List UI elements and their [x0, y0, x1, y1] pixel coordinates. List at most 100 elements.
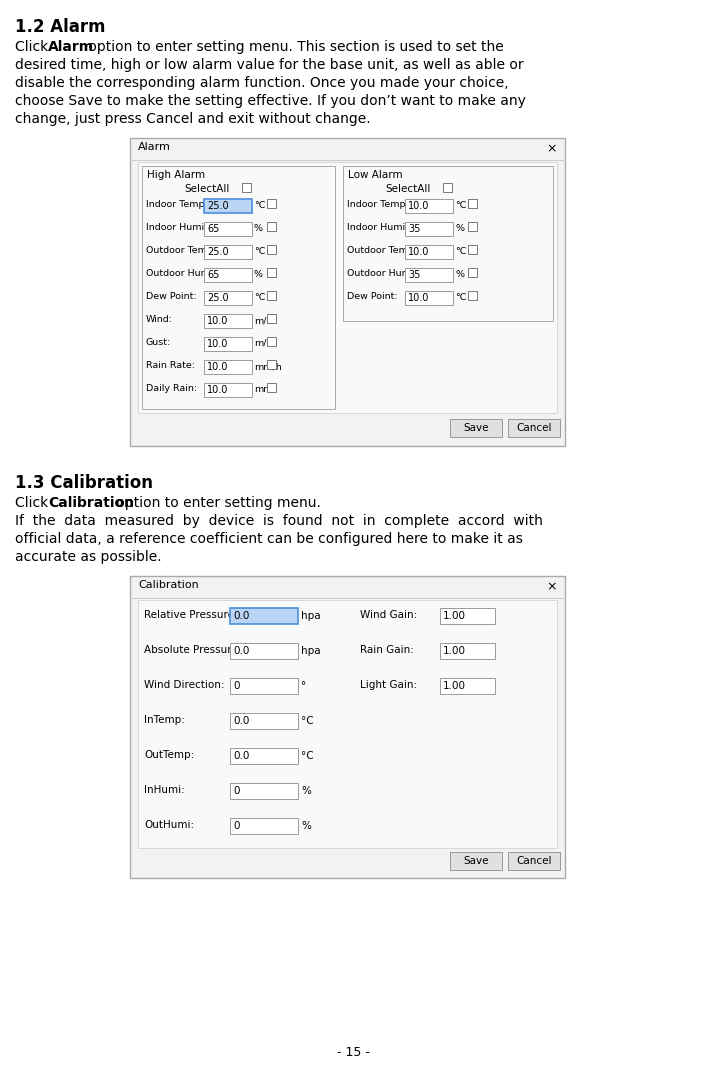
Text: 1.00: 1.00	[443, 611, 466, 620]
Text: °C: °C	[455, 201, 467, 210]
Bar	[142, 166, 335, 409]
Bar	[267, 222, 276, 231]
Text: Outdoor Temp:: Outdoor Temp:	[347, 246, 417, 255]
Text: Cancel: Cancel	[516, 856, 552, 866]
Bar	[267, 360, 276, 369]
Text: °C: °C	[301, 751, 313, 761]
Text: official data, a reference coefficient can be configured here to make it as: official data, a reference coefficient c…	[15, 532, 523, 546]
Bar	[267, 291, 276, 301]
Text: Click: Click	[15, 40, 53, 54]
Text: %: %	[455, 270, 464, 279]
Bar	[230, 713, 298, 729]
Text: If  the  data  measured  by  device  is  found  not  in  complete  accord  with: If the data measured by device is found …	[15, 513, 543, 528]
Bar	[508, 419, 560, 437]
Text: 1.00: 1.00	[443, 646, 466, 656]
Bar	[267, 268, 276, 277]
Text: °C: °C	[254, 246, 265, 256]
Text: Absolute Pressure:: Absolute Pressure:	[144, 645, 241, 655]
Bar	[468, 245, 477, 254]
Text: Alarm: Alarm	[48, 40, 94, 54]
Text: High Alarm: High Alarm	[147, 170, 205, 181]
Text: choose Save to make the setting effective. If you don’t want to make any: choose Save to make the setting effectiv…	[15, 94, 526, 108]
Text: 1.00: 1.00	[443, 681, 466, 691]
Bar	[204, 199, 252, 213]
Text: Low Alarm: Low Alarm	[348, 170, 402, 181]
Bar	[405, 245, 453, 259]
Text: 1.2 Alarm: 1.2 Alarm	[15, 18, 105, 36]
Bar	[405, 291, 453, 305]
Text: m/s: m/s	[254, 339, 272, 348]
Text: Indoor Humi:: Indoor Humi:	[146, 223, 208, 232]
Text: m/s: m/s	[254, 316, 272, 325]
Bar	[440, 608, 495, 624]
Bar	[204, 360, 252, 374]
Text: 10.0: 10.0	[408, 293, 429, 303]
Text: 0.0: 0.0	[233, 646, 249, 656]
Text: Wind Gain:: Wind Gain:	[360, 610, 417, 620]
Bar	[130, 138, 565, 446]
Text: %: %	[254, 224, 263, 233]
Text: Indoor Humi:: Indoor Humi:	[347, 223, 408, 232]
Bar	[440, 643, 495, 659]
Text: Click: Click	[15, 496, 53, 510]
Bar	[267, 245, 276, 254]
Text: InTemp:: InTemp:	[144, 715, 185, 725]
Text: 25.0: 25.0	[207, 201, 229, 211]
Text: Indoor Temp:: Indoor Temp:	[146, 200, 208, 209]
Text: 0.0: 0.0	[233, 716, 249, 726]
Text: Alarm: Alarm	[138, 142, 171, 152]
Text: 10.0: 10.0	[207, 362, 228, 372]
Text: Calibration: Calibration	[138, 580, 199, 590]
Bar	[130, 576, 565, 878]
Text: Calibration: Calibration	[48, 496, 134, 510]
Text: Indoor Temp:: Indoor Temp:	[347, 200, 409, 209]
Bar	[204, 291, 252, 305]
Text: Outdoor Temp:: Outdoor Temp:	[146, 246, 216, 255]
Text: Rain Gain:: Rain Gain:	[360, 645, 414, 655]
Text: - 15 -: - 15 -	[337, 1046, 369, 1059]
Text: OutHumi:: OutHumi:	[144, 820, 194, 830]
Bar	[204, 268, 252, 282]
Text: 10.0: 10.0	[207, 316, 228, 326]
Bar	[343, 166, 553, 321]
Text: mm: mm	[254, 385, 273, 393]
Text: %: %	[301, 786, 311, 796]
Bar	[204, 222, 252, 236]
Text: 0: 0	[233, 786, 239, 796]
Bar	[508, 852, 560, 870]
Bar	[267, 199, 276, 208]
Text: Daily Rain:: Daily Rain:	[146, 384, 197, 393]
Bar	[230, 608, 298, 624]
Text: ×: ×	[546, 142, 557, 155]
Text: 1.3 Calibration: 1.3 Calibration	[15, 473, 153, 492]
Text: Wind Direction:: Wind Direction:	[144, 680, 225, 690]
Bar	[468, 199, 477, 208]
Text: °C: °C	[254, 201, 265, 210]
Text: 35: 35	[408, 224, 420, 233]
Bar	[204, 383, 252, 397]
Bar	[230, 783, 298, 799]
Text: OutTemp:: OutTemp:	[144, 750, 194, 760]
Text: °: °	[301, 681, 306, 691]
Text: 10.0: 10.0	[408, 246, 429, 257]
Text: ×: ×	[546, 580, 557, 593]
Text: SelectAll: SelectAll	[385, 184, 431, 193]
Text: 0.0: 0.0	[233, 611, 249, 620]
Text: Relative Pressure:: Relative Pressure:	[144, 610, 238, 620]
Text: 0: 0	[233, 681, 239, 691]
Bar	[267, 337, 276, 346]
Bar	[204, 313, 252, 328]
Bar	[468, 222, 477, 231]
Text: Light Gain:: Light Gain:	[360, 680, 417, 690]
Text: 10.0: 10.0	[207, 339, 228, 349]
Bar	[230, 818, 298, 835]
Bar	[230, 643, 298, 659]
Text: Dew Point:: Dew Point:	[347, 292, 397, 301]
Bar	[267, 383, 276, 392]
Text: °C: °C	[301, 716, 313, 726]
Text: Outdoor Humi:: Outdoor Humi:	[347, 269, 417, 278]
Text: Gust:: Gust:	[146, 338, 172, 347]
Text: %: %	[254, 270, 263, 279]
Text: °C: °C	[455, 293, 467, 302]
Text: Dew Point:: Dew Point:	[146, 292, 197, 301]
